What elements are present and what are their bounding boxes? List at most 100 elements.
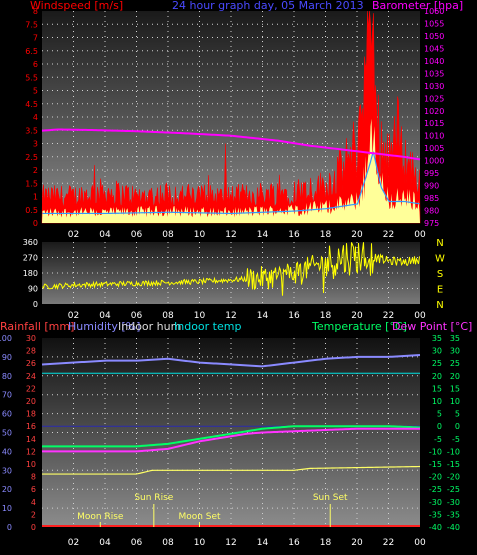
x-tick-label: 10 bbox=[194, 311, 206, 321]
dewpoint-tick-label: -20 bbox=[447, 473, 460, 482]
barometer-tick-label: 1015 bbox=[424, 119, 444, 128]
legend-dew-point: Dew Point [°C] bbox=[392, 320, 472, 333]
windspeed-tick-label: 5 bbox=[33, 87, 38, 96]
dewpoint-tick-label: -30 bbox=[447, 498, 460, 507]
temperature-tick-label: 25 bbox=[432, 359, 442, 368]
temperature-tick-label: -30 bbox=[429, 498, 442, 507]
temperature-tick-label: 0 bbox=[437, 422, 442, 431]
temperature-series bbox=[42, 425, 421, 448]
dewpoint-tick-label: -25 bbox=[447, 485, 460, 494]
x-tick-label: 20 bbox=[351, 538, 363, 548]
direction-tick-label: 90 bbox=[28, 285, 38, 294]
annotation-label: Moon Set bbox=[178, 512, 221, 522]
windspeed-tick-label: 0 bbox=[33, 219, 38, 228]
dewpoint-tick-label: 25 bbox=[450, 359, 460, 368]
windspeed-tick-label: 4 bbox=[33, 113, 38, 122]
dewpoint-tick-label: 10 bbox=[450, 397, 460, 406]
humidity-tick-label: 20 bbox=[2, 485, 12, 494]
barometer-tick-label: 1030 bbox=[424, 82, 444, 91]
barometer-tick-label: 1020 bbox=[424, 107, 444, 116]
x-tick-label: 08 bbox=[162, 230, 174, 240]
rain-tick-label: 6 bbox=[31, 485, 36, 494]
humidity-tick-label: 50 bbox=[2, 429, 12, 438]
x-tick-label: 08 bbox=[162, 538, 174, 548]
legend-indoor-temp: Indoor temp bbox=[174, 320, 241, 333]
rain-tick-label: 0 bbox=[31, 523, 36, 532]
barometer-tick-label: 1025 bbox=[424, 94, 444, 103]
tick-labels: 0 0.5 1 1.5 2 2.5 3 3.5 4 4.5 5 5.5 6 6.5 7 7.5 8 975 980 9… bbox=[0, 7, 460, 548]
x-tick-label: 20 bbox=[351, 311, 363, 321]
temperature-tick-label: 20 bbox=[432, 372, 442, 381]
x-tick-label: 04 bbox=[99, 311, 111, 321]
x-tick-label: 04 bbox=[99, 538, 111, 548]
temperature-tick-label: -15 bbox=[429, 460, 442, 469]
dewpoint-tick-label: 30 bbox=[450, 347, 460, 356]
barometer-series bbox=[41, 128, 421, 161]
x-tick-label: 06 bbox=[131, 230, 143, 240]
humidity-series bbox=[41, 354, 421, 368]
dewpoint-tick-label: 20 bbox=[450, 372, 460, 381]
rain-tick-label: 18 bbox=[26, 410, 36, 419]
rain-tick-label: 20 bbox=[26, 397, 36, 406]
temperature-tick-label: -20 bbox=[429, 473, 442, 482]
rain-tick-label: 10 bbox=[26, 460, 36, 469]
rain-tick-label: 16 bbox=[26, 422, 36, 431]
x-tick-label: 16 bbox=[288, 230, 300, 240]
x-tick-label: 14 bbox=[257, 538, 269, 548]
temperature-tick-label: 5 bbox=[437, 410, 442, 419]
annotation-label: Moon Rise bbox=[77, 512, 124, 522]
x-tick-label: 00 bbox=[414, 230, 426, 240]
wind-average-line bbox=[42, 150, 420, 215]
x-tick-label: 20 bbox=[351, 230, 363, 240]
temperature-tick-label: -40 bbox=[429, 523, 442, 532]
compass-label: N bbox=[436, 300, 443, 311]
humidity-tick-label: 0 bbox=[7, 523, 12, 532]
barometer-tick-label: 1040 bbox=[424, 57, 444, 66]
temperature-tick-label: 15 bbox=[432, 384, 442, 393]
dewpoint-tick-label: -10 bbox=[447, 447, 460, 456]
rain-tick-label: 26 bbox=[26, 359, 36, 368]
x-tick-label: 22 bbox=[383, 538, 394, 548]
x-tick-label: 16 bbox=[288, 311, 300, 321]
rain-tick-label: 22 bbox=[26, 384, 36, 393]
barometer-tick-label: 980 bbox=[424, 207, 439, 216]
windspeed-tick-label: 3 bbox=[33, 140, 38, 149]
legend-temperature: Temperature [°C] bbox=[311, 320, 407, 333]
windspeed-tick-label: 0.5 bbox=[25, 206, 38, 215]
windspeed-tick-label: 7 bbox=[33, 34, 38, 43]
x-tick-label: 08 bbox=[162, 311, 174, 321]
x-tick-label: 10 bbox=[194, 538, 206, 548]
compass-label: N bbox=[436, 238, 443, 249]
windspeed-tick-label: 6 bbox=[33, 60, 38, 69]
dewpoint-tick-label: 15 bbox=[450, 384, 460, 393]
legend-indoor-hum: Indoor hum bbox=[118, 320, 181, 333]
compass-label: S bbox=[437, 269, 443, 280]
legend-rainfall: Rainfall [mm] bbox=[0, 320, 74, 333]
temperature-tick-label: 10 bbox=[432, 397, 442, 406]
rain-tick-label: 4 bbox=[31, 498, 36, 507]
x-tick-label: 22 bbox=[383, 311, 394, 321]
rain-tick-label: 12 bbox=[26, 447, 36, 456]
x-tick-label: 14 bbox=[257, 311, 269, 321]
barometer-tick-label: 1050 bbox=[424, 32, 444, 41]
dewpoint-tick-label: -5 bbox=[452, 435, 460, 444]
x-tick-label: 06 bbox=[131, 538, 143, 548]
temperature-tick-label: -10 bbox=[429, 447, 442, 456]
barometer-tick-label: 1005 bbox=[424, 144, 444, 153]
barometer-tick-label: 990 bbox=[424, 182, 439, 191]
x-tick-label: 22 bbox=[383, 230, 394, 240]
x-tick-label: 00 bbox=[414, 538, 426, 548]
x-tick-label: 12 bbox=[225, 230, 236, 240]
windspeed-tick-label: 5.5 bbox=[25, 73, 38, 82]
windspeed-tick-label: 4.5 bbox=[25, 100, 38, 109]
temperature-tick-label: 35 bbox=[432, 334, 442, 343]
barometer-tick-label: 1055 bbox=[424, 19, 444, 28]
temperature-tick-label: 30 bbox=[432, 347, 442, 356]
windspeed-tick-label: 1.5 bbox=[25, 179, 38, 188]
windspeed-tick-label: 6.5 bbox=[25, 47, 38, 56]
compass-label: W bbox=[435, 254, 445, 265]
rain-tick-label: 30 bbox=[26, 334, 36, 343]
annotation-label: Sun Set bbox=[313, 493, 348, 503]
humidity-tick-label: 80 bbox=[2, 372, 12, 381]
